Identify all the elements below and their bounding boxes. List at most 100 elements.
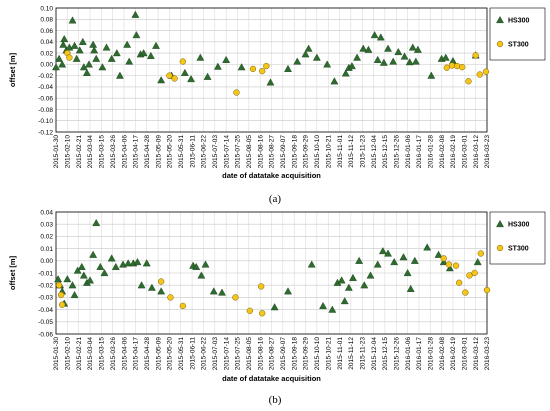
data-point-hs300 (70, 41, 79, 49)
data-point-hs300 (328, 305, 337, 313)
y-tick-label: -0.04 (38, 307, 53, 314)
data-point-hs300 (125, 57, 134, 65)
y-tick-label: 0.04 (40, 209, 53, 216)
data-point-hs300 (408, 43, 417, 51)
x-axis-label: date of datatake acquisition (222, 374, 321, 383)
data-point-hs300 (111, 262, 120, 270)
data-point-hs300 (90, 46, 99, 54)
y-tick-label: -0.02 (38, 283, 53, 290)
data-point-hs300 (107, 254, 116, 262)
data-point-hs300 (319, 301, 327, 310)
data-point-hs300 (373, 260, 382, 268)
x-tick-label: 2016-01-17 (416, 135, 423, 169)
x-tick-label: 2016-02-08 (439, 135, 446, 169)
data-point-hs300 (78, 37, 87, 45)
chart-panel-0: 0.10 0.08 0.06 0.04 0.02 0.00 -0.02 -0.04 -0.06 -… (8, 5, 546, 205)
y-tick-label: -0.04 (38, 84, 53, 91)
data-point-hs300 (439, 258, 448, 266)
x-tick-label: 2015-03-26 (110, 337, 117, 371)
data-point-hs300 (187, 75, 196, 83)
data-point-hs300 (353, 53, 362, 61)
y-tick-label: -0.06 (38, 331, 53, 338)
data-point-st300 (259, 67, 266, 75)
x-tick-label: 2015-09-07 (280, 337, 287, 371)
x-tick-label: 2015-09-18 (291, 135, 298, 169)
legend-label-st300: ST300 (508, 246, 529, 253)
data-point-st300 (58, 291, 65, 299)
legend-label-hs300: HS300 (508, 222, 530, 229)
data-point-hs300 (58, 60, 67, 68)
data-point-hs300 (406, 284, 415, 292)
x-tick-label: 2015-04-17 (133, 337, 140, 371)
data-point-st300 (66, 54, 73, 61)
y-tick-label: -0.08 (38, 107, 53, 114)
x-tick-label: 2016-01-28 (427, 135, 434, 169)
data-point-st300 (258, 283, 265, 290)
data-point-st300 (171, 75, 178, 82)
data-point-hs300 (92, 218, 101, 227)
data-point-hs300 (376, 33, 385, 41)
panel-label: (b) (269, 394, 282, 406)
data-point-hs300 (112, 49, 121, 57)
x-tick-label: 2015-07-03 (212, 337, 219, 371)
x-tick-label: 2015-06-11 (189, 135, 196, 168)
data-point-hs300 (355, 256, 364, 264)
data-point-hs300 (180, 68, 189, 76)
x-tick-label: 2015-06-22 (201, 135, 208, 169)
data-point-hs300 (157, 76, 166, 84)
x-tick-label: 2015-08-16 (257, 135, 264, 169)
legend-label-st300: ST300 (508, 42, 529, 49)
data-point-st300 (59, 301, 66, 308)
data-point-hs300 (405, 58, 414, 66)
x-tick-label: 2015-10-10 (314, 135, 321, 169)
x-tick-label: 2015-01-30 (53, 337, 60, 371)
x-axis-label: date of datatake acquisition (222, 171, 321, 180)
data-point-hs300 (139, 49, 148, 57)
y-tick-label: 0.08 (40, 17, 53, 24)
y-tick-label: 0.10 (40, 5, 53, 12)
x-tick-label: 2015-09-07 (280, 135, 287, 169)
data-point-hs300 (86, 276, 94, 284)
y-tick-label: 0.01 (40, 246, 53, 253)
x-tick-label: 2015-05-09 (155, 337, 162, 371)
data-point-hs300 (96, 262, 105, 270)
data-point-hs300 (399, 253, 408, 261)
x-tick-label: 2016-03-12 (473, 337, 480, 371)
data-point-hs300 (59, 40, 68, 48)
data-point-st300 (179, 302, 186, 310)
x-tick-label: 2015-02-10 (65, 135, 72, 169)
data-point-hs300 (123, 40, 132, 48)
data-point-hs300 (68, 16, 77, 24)
x-tick-label: 2015-07-14 (223, 135, 230, 169)
data-point-hs300 (337, 276, 346, 284)
data-point-st300 (453, 62, 461, 70)
y-tick-label: 0.00 (40, 62, 53, 69)
data-point-hs300 (378, 247, 387, 255)
data-point-hs300 (270, 303, 279, 311)
data-point-hs300 (445, 264, 454, 272)
legend: HS300 ST300 (489, 7, 546, 61)
data-point-hs300 (266, 78, 275, 86)
data-point-hs300 (384, 249, 392, 257)
x-tick-label: 2015-03-26 (110, 135, 117, 169)
data-point-hs300 (89, 40, 98, 48)
x-tick-label: 2015-09-29 (303, 337, 310, 371)
data-point-hs300 (400, 52, 409, 60)
legend-marker-st300 (496, 40, 504, 48)
data-point-hs300 (379, 58, 388, 66)
x-tick-label: 2015-12-04 (371, 337, 378, 371)
data-point-hs300 (366, 271, 375, 279)
x-tick-label: 2015-03-04 (87, 135, 94, 169)
x-tick-label: 2015-09-29 (303, 135, 310, 169)
data-point-hs300 (70, 290, 79, 299)
y-tick-label: 0.06 (40, 28, 53, 35)
legend-box (489, 211, 546, 265)
y-tick-label: 0.02 (40, 50, 53, 57)
x-tick-label: 2015-04-06 (121, 337, 128, 371)
y-tick-label: -0.02 (38, 73, 53, 80)
legend-marker-hs300 (496, 219, 504, 228)
data-point-hs300 (413, 45, 422, 53)
data-point-hs300 (349, 273, 357, 281)
data-point-hs300 (132, 31, 141, 39)
data-point-hs300 (107, 54, 116, 62)
